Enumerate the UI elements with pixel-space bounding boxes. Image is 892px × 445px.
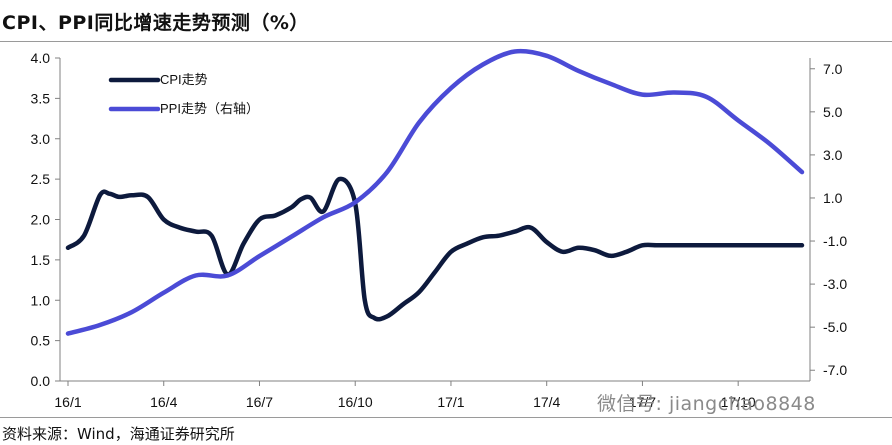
x-tick-label: 17/10 — [721, 394, 756, 410]
left-y-tick-label: 4.0 — [31, 50, 51, 66]
left-y-tick-label: 0.0 — [31, 373, 51, 389]
ppi-line — [65, 48, 805, 336]
legend-cpi-label: CPI走势 — [160, 72, 208, 87]
left-y-tick-label: 3.5 — [31, 90, 51, 106]
left-y-tick-label: 1.5 — [31, 252, 51, 268]
right-y-tick-label: 3.0 — [823, 147, 843, 163]
left-y-tick-label: 3.0 — [31, 131, 51, 147]
cpi-line — [65, 176, 805, 322]
x-tick-label: 16/1 — [54, 394, 81, 410]
right-y-tick-label: -3.0 — [823, 276, 847, 292]
right-y-tick-label: 5.0 — [823, 104, 843, 120]
legend-ppi-label: PPI走势（右轴） — [160, 101, 259, 116]
left-y-tick-label: 1.0 — [31, 292, 51, 308]
wechat-watermark: 微信号: jiangchao8848 — [597, 393, 816, 415]
right-y-tick-label: -5.0 — [823, 319, 847, 335]
x-tick-label: 17/1 — [437, 394, 464, 410]
legend: CPI走势 PPI走势（右轴） — [108, 72, 259, 116]
x-tick-label: 16/7 — [246, 394, 273, 410]
x-tick-label: 17/4 — [533, 394, 560, 410]
x-tick-label: 17/7 — [629, 394, 656, 410]
right-y-tick-label: 1.0 — [823, 190, 843, 206]
title-divider — [0, 41, 892, 42]
right-y-tick-label: -1.0 — [823, 233, 847, 249]
source-divider — [0, 417, 892, 418]
left-y-tick-label: 2.0 — [31, 212, 51, 228]
left-y-tick-label: 0.5 — [31, 333, 51, 349]
chart-title: CPI、PPI同比增速走势预测（%） — [2, 12, 309, 34]
x-tick-label: 16/4 — [150, 394, 177, 410]
x-tick-label: 16/10 — [338, 394, 373, 410]
data-source-note: 资料来源：Wind，海通证券研究所 — [2, 425, 235, 443]
right-y-tick-label: 7.0 — [823, 61, 843, 77]
left-y-tick-label: 2.5 — [31, 171, 51, 187]
right-y-tick-label: -7.0 — [823, 362, 847, 378]
